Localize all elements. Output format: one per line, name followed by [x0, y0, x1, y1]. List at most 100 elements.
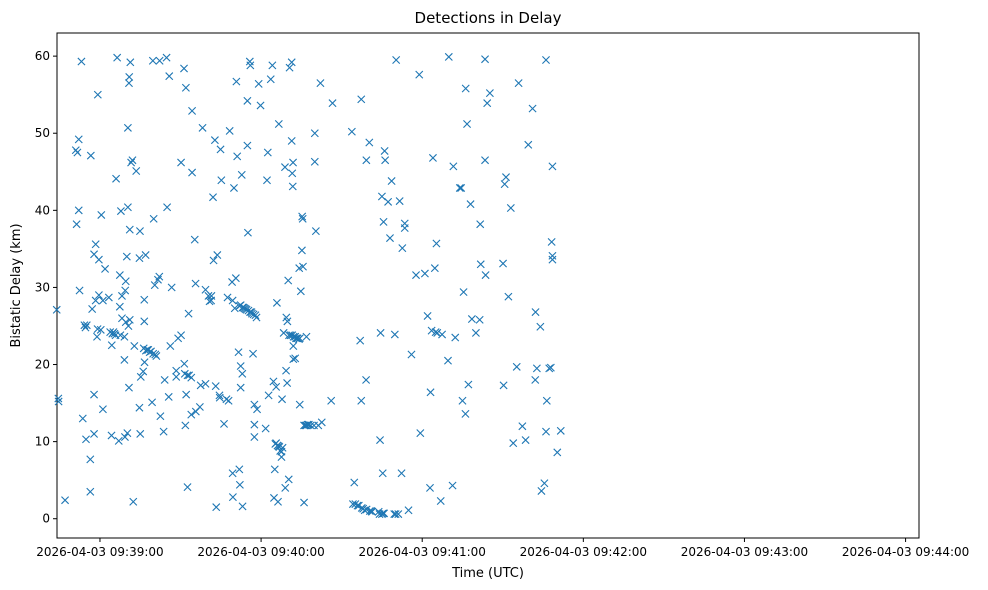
- detection-point: [298, 212, 307, 221]
- detection-point: [356, 336, 365, 345]
- detection-point: [104, 293, 113, 302]
- detection-point: [542, 396, 551, 405]
- detection-point: [391, 510, 400, 519]
- detection-point: [116, 207, 125, 216]
- detection-point: [502, 173, 510, 182]
- detection-point: [548, 162, 557, 171]
- detection-point: [215, 391, 224, 400]
- detection-point: [300, 498, 309, 507]
- detection-point: [124, 79, 133, 88]
- detection-point: [129, 497, 138, 506]
- detection-point: [125, 315, 134, 324]
- detection-point: [365, 507, 374, 516]
- detection-point: [311, 227, 320, 236]
- detection-point: [135, 254, 144, 263]
- detection-point: [113, 53, 122, 62]
- y-axis-label: Bistatic Delay (km): [9, 223, 24, 347]
- detection-point: [298, 262, 307, 271]
- detection-point: [483, 99, 492, 108]
- detection-point: [88, 305, 97, 314]
- detection-point: [125, 225, 134, 234]
- detection-point: [285, 63, 294, 72]
- y-tick-label: 30: [35, 280, 50, 294]
- detection-point: [201, 379, 210, 388]
- detection-point: [160, 375, 169, 384]
- detection-point: [78, 414, 87, 423]
- detection-point: [378, 469, 387, 478]
- detection-point: [457, 183, 466, 192]
- detection-point: [235, 480, 244, 489]
- detection-point: [379, 509, 387, 518]
- detection-point: [152, 352, 161, 361]
- detection-point: [407, 350, 416, 359]
- detection-point: [466, 200, 475, 209]
- detection-point: [540, 479, 549, 488]
- detection-point: [207, 291, 216, 300]
- detection-point: [436, 497, 445, 505]
- detection-point: [159, 427, 168, 436]
- chart-title: Detections in Delay: [415, 9, 562, 27]
- plot-area: [56, 32, 920, 539]
- detection-point: [448, 481, 457, 490]
- detection-point: [91, 296, 100, 305]
- detection-point: [289, 158, 298, 167]
- detection-point: [180, 359, 189, 368]
- detection-point: [536, 322, 545, 331]
- detection-point: [181, 421, 190, 430]
- detection-point: [504, 292, 513, 301]
- detection-point: [451, 333, 460, 342]
- detection-point: [127, 158, 136, 167]
- detection-point: [433, 328, 442, 337]
- detection-point: [140, 317, 149, 326]
- x-tick-label: 2026-04-03 09:43:00: [681, 545, 808, 559]
- y-tick-label: 50: [35, 126, 50, 140]
- detection-point: [156, 412, 165, 421]
- detection-point: [115, 302, 124, 311]
- detection-point: [225, 126, 234, 135]
- detection-point: [101, 264, 110, 273]
- detection-point: [394, 510, 403, 519]
- detection-point: [327, 396, 336, 405]
- detection-point: [148, 398, 157, 407]
- detection-point: [289, 342, 298, 351]
- detection-point: [93, 332, 102, 341]
- detection-point: [74, 206, 83, 215]
- detection-point: [310, 129, 319, 138]
- detection-point: [148, 56, 157, 65]
- detection-point: [431, 328, 440, 337]
- detection-point: [328, 99, 337, 108]
- detection-point: [263, 148, 272, 157]
- detection-point: [213, 251, 222, 260]
- detection-point: [187, 410, 196, 419]
- detection-point: [547, 237, 556, 246]
- detection-point: [295, 334, 304, 343]
- detection-point: [481, 271, 490, 280]
- detection-point: [126, 58, 135, 67]
- detection-point: [512, 362, 521, 371]
- detection-point: [471, 328, 480, 337]
- detection-point: [139, 367, 148, 376]
- detection-point: [296, 287, 305, 296]
- detection-point: [86, 455, 95, 464]
- detection-point: [246, 61, 255, 70]
- detection-point: [316, 79, 325, 88]
- detection-point: [250, 433, 259, 441]
- detection-point: [217, 176, 226, 185]
- detection-point: [368, 507, 376, 516]
- detection-point: [228, 493, 237, 502]
- detection-point: [172, 372, 181, 381]
- detection-point: [509, 439, 518, 448]
- detection-point: [187, 373, 196, 382]
- x-axis: 2026-04-03 09:39:00 2026-04-03 09:40:00 20…: [36, 538, 969, 559]
- detection-point: [135, 403, 144, 412]
- detection-point: [90, 429, 99, 438]
- detection-point: [77, 57, 86, 66]
- detection-point: [140, 295, 149, 304]
- detection-point: [381, 156, 390, 165]
- detection-point: [283, 317, 292, 326]
- detection-point: [232, 77, 241, 86]
- detection-point: [278, 395, 287, 404]
- detection-point: [303, 420, 312, 429]
